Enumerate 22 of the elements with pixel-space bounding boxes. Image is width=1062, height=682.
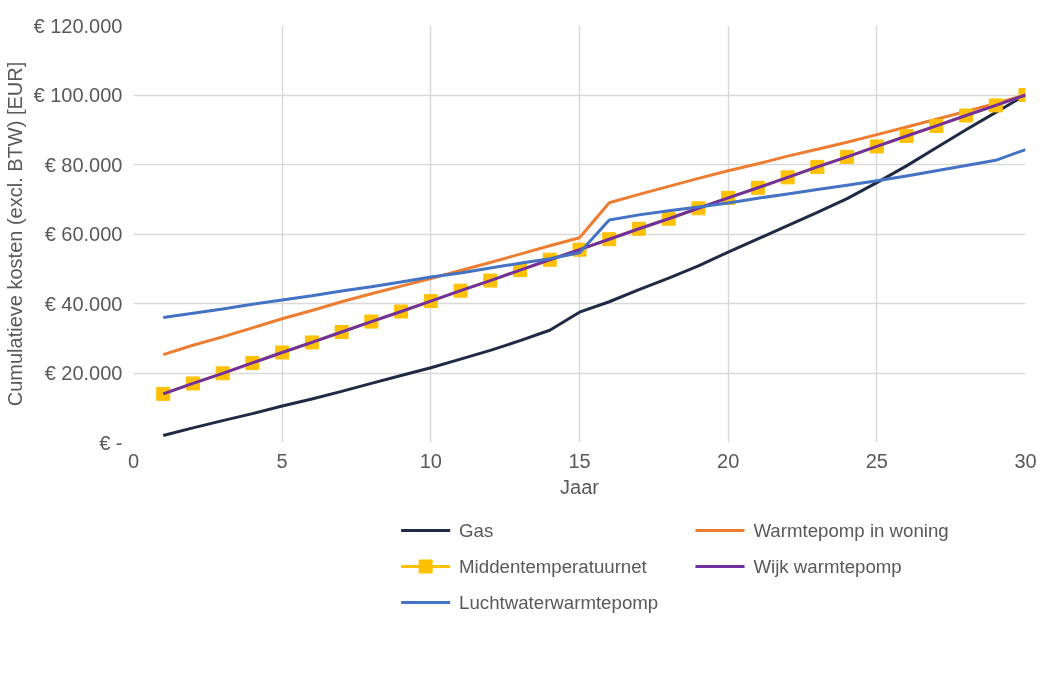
y-tick-label: € 20.000 <box>44 362 123 384</box>
y-tick-label: € 100.000 <box>33 84 123 106</box>
y-tick-label: € 120.000 <box>33 14 123 37</box>
x-tick-label: 10 <box>419 449 442 472</box>
x-axis-title: Jaar <box>560 475 600 498</box>
y-tick-label: € - <box>99 431 123 454</box>
y-tick-label: € 40.000 <box>44 292 123 315</box>
x-tick-label: 25 <box>865 449 888 472</box>
line-series <box>161 148 1026 319</box>
legend-label: Luchtwaterwarmtepomp <box>459 592 659 613</box>
y-tick-label: € 60.000 <box>44 223 123 245</box>
legend-label: Gas <box>459 520 494 541</box>
x-tick-label: 20 <box>717 449 740 472</box>
x-tick-label: 30 <box>1014 449 1037 472</box>
x-tick-label: 5 <box>276 449 288 472</box>
legend-label: Warmtepomp in woning <box>753 520 949 541</box>
x-tick-label: 0 <box>127 449 140 472</box>
y-tick-label: € 80.000 <box>44 153 123 176</box>
legend-label: Wijk warmtepomp <box>753 556 902 577</box>
y-axis-title: Cumulatieve kosten (excl. BTW) [EUR] <box>3 61 26 407</box>
x-tick-label: 15 <box>568 449 591 472</box>
legend-label: Middentemperatuurnet <box>459 556 648 577</box>
